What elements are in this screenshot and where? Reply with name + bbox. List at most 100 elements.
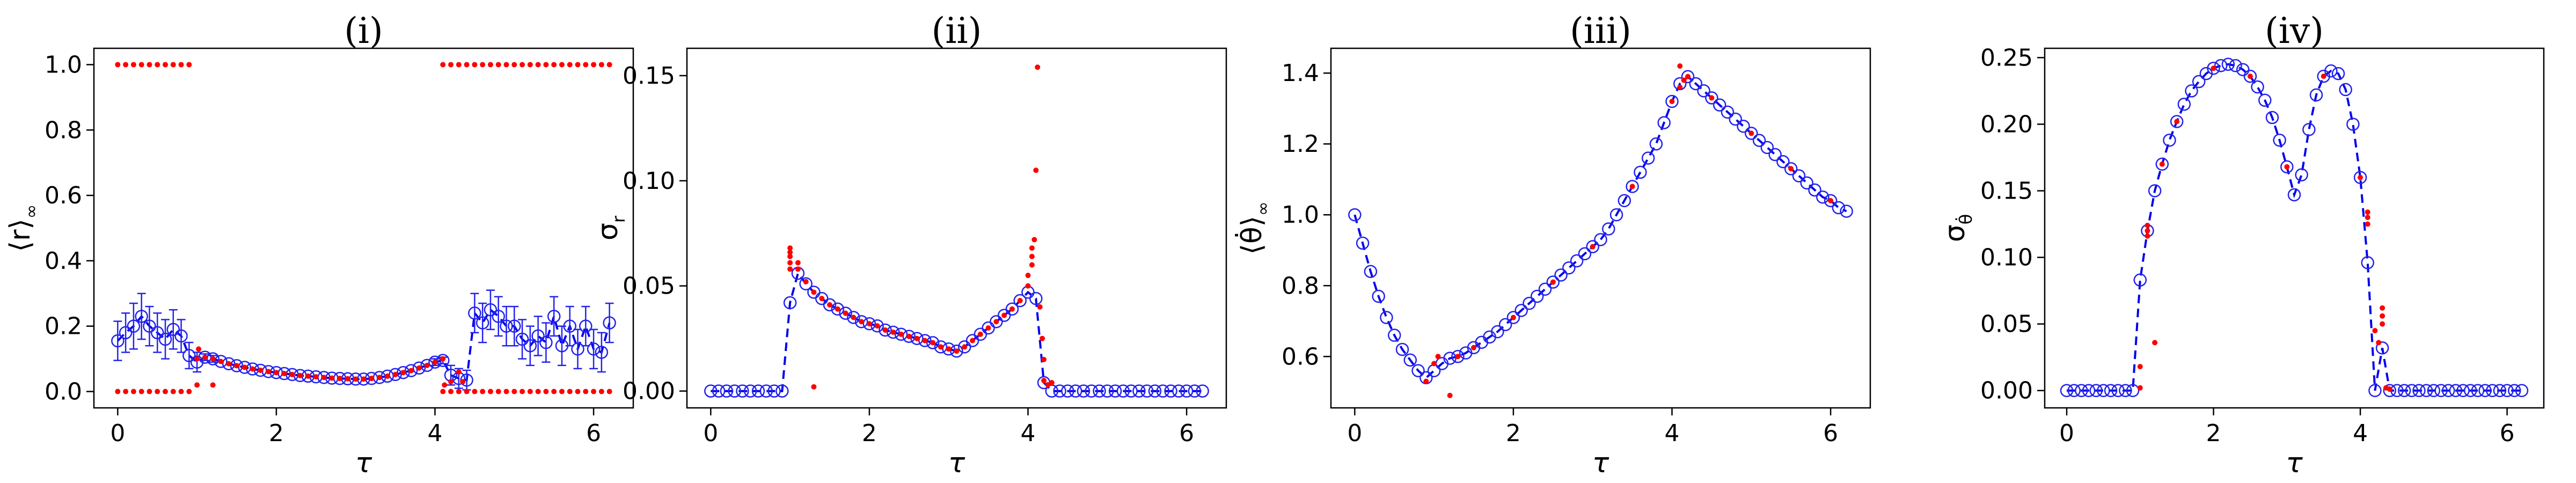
mean-point [2177, 97, 2191, 111]
realization-point [527, 389, 533, 394]
realization-point [527, 62, 533, 68]
realization-point [985, 325, 991, 331]
realization-point [835, 306, 840, 312]
x-tick-label: 2 [862, 420, 877, 447]
mean-point [1609, 208, 1623, 222]
realization-point [993, 319, 999, 325]
realization-point [898, 331, 904, 337]
realization-point [2284, 164, 2290, 170]
mean-point [997, 309, 1011, 322]
plot-frame [1330, 47, 1871, 409]
realization-point [938, 344, 943, 350]
realization-point [416, 365, 422, 371]
mean-point [2375, 341, 2389, 355]
mean-point [2089, 384, 2103, 397]
x-tick-label: 0 [2059, 420, 2074, 447]
mean-point [831, 302, 845, 316]
mean-point [579, 319, 592, 333]
mean-point [1634, 165, 1647, 179]
mean-point [2441, 384, 2455, 397]
realization-point [922, 338, 928, 343]
realization-point [795, 260, 801, 266]
realization-point [178, 389, 184, 394]
x-tick-label: 6 [586, 420, 601, 447]
mean-point [704, 384, 718, 398]
realization-point [392, 371, 398, 377]
mean-point [720, 384, 734, 398]
y-axis-label-main: ⟨r⟩ [4, 218, 36, 252]
realization-point [551, 389, 557, 394]
mean-point [500, 319, 513, 333]
realization-point [1049, 379, 1055, 385]
realization-point [241, 364, 247, 370]
mean-point [1586, 240, 1599, 253]
plot-area [1348, 63, 1853, 398]
mean-point [2155, 157, 2169, 171]
mean-point [2192, 75, 2206, 89]
realization-point [811, 384, 817, 390]
y-tick-label: 0.10 [623, 167, 675, 195]
mean-point [1681, 70, 1695, 84]
x-tick-label: 2 [2206, 420, 2221, 447]
mean-point [1745, 127, 1758, 140]
realization-point [313, 374, 319, 380]
realization-point [803, 279, 809, 284]
mean-point [2119, 384, 2132, 397]
mean-curve [2067, 63, 2522, 392]
mean-point [1196, 384, 1209, 398]
realization-point [250, 366, 255, 372]
mean-point [135, 310, 148, 323]
mean-point [807, 286, 821, 299]
mean-point [1832, 201, 1846, 215]
mean-point [974, 327, 987, 341]
realization-point [543, 62, 549, 68]
realization-point [147, 62, 152, 68]
mean-point [862, 317, 876, 331]
realization-point [186, 389, 192, 394]
mean-point [2214, 59, 2228, 72]
y-axis-label: σθ̇ [1939, 214, 1976, 243]
mean-point [1554, 268, 1568, 282]
realization-point [1629, 184, 1635, 189]
realization-point [2174, 119, 2180, 125]
realization-point [170, 389, 176, 394]
realization-point [123, 62, 129, 68]
realization-point [1037, 304, 1043, 310]
y-tick-label: 0.00 [1980, 377, 2033, 405]
realization-point [575, 62, 581, 68]
mean-point [1101, 384, 1114, 398]
mean-point [1523, 297, 1536, 310]
x-axis-label: τ [1592, 447, 1609, 479]
mean-point [982, 321, 995, 335]
realization-point [2159, 161, 2165, 167]
realization-point [2145, 223, 2150, 229]
realization-point [1435, 354, 1441, 360]
mean-point [2339, 83, 2352, 97]
realization-point [1045, 382, 1051, 387]
realization-point [1590, 244, 1596, 250]
panel-1: (i) 0 2 4 6 0.0 0.2 0.4 0.6 0.8 1.0 τ ⟨r⟩∞ [4, 10, 634, 479]
y-tick-label: 0.0 [45, 378, 82, 406]
mean-point [2493, 384, 2507, 397]
realization-point [866, 321, 872, 327]
realization-point [1423, 378, 1429, 384]
realization-point [962, 344, 968, 350]
mean-point [1649, 137, 1663, 151]
mean-point [2368, 384, 2382, 397]
realization-point [1029, 245, 1035, 251]
y-tick-label: 1.0 [45, 51, 82, 78]
realization-point [487, 62, 493, 68]
mean-point [2280, 160, 2294, 174]
realization-point [890, 329, 896, 335]
mean-point [1093, 384, 1106, 398]
realization-point [2380, 305, 2385, 311]
realization-point [1025, 273, 1031, 279]
mean-point [1626, 180, 1639, 193]
mean-point [1029, 292, 1043, 305]
realization-point [456, 62, 462, 68]
mean-point [1077, 384, 1091, 398]
mean-point [728, 384, 741, 398]
realization-point [305, 373, 311, 379]
mean-point [854, 315, 868, 328]
